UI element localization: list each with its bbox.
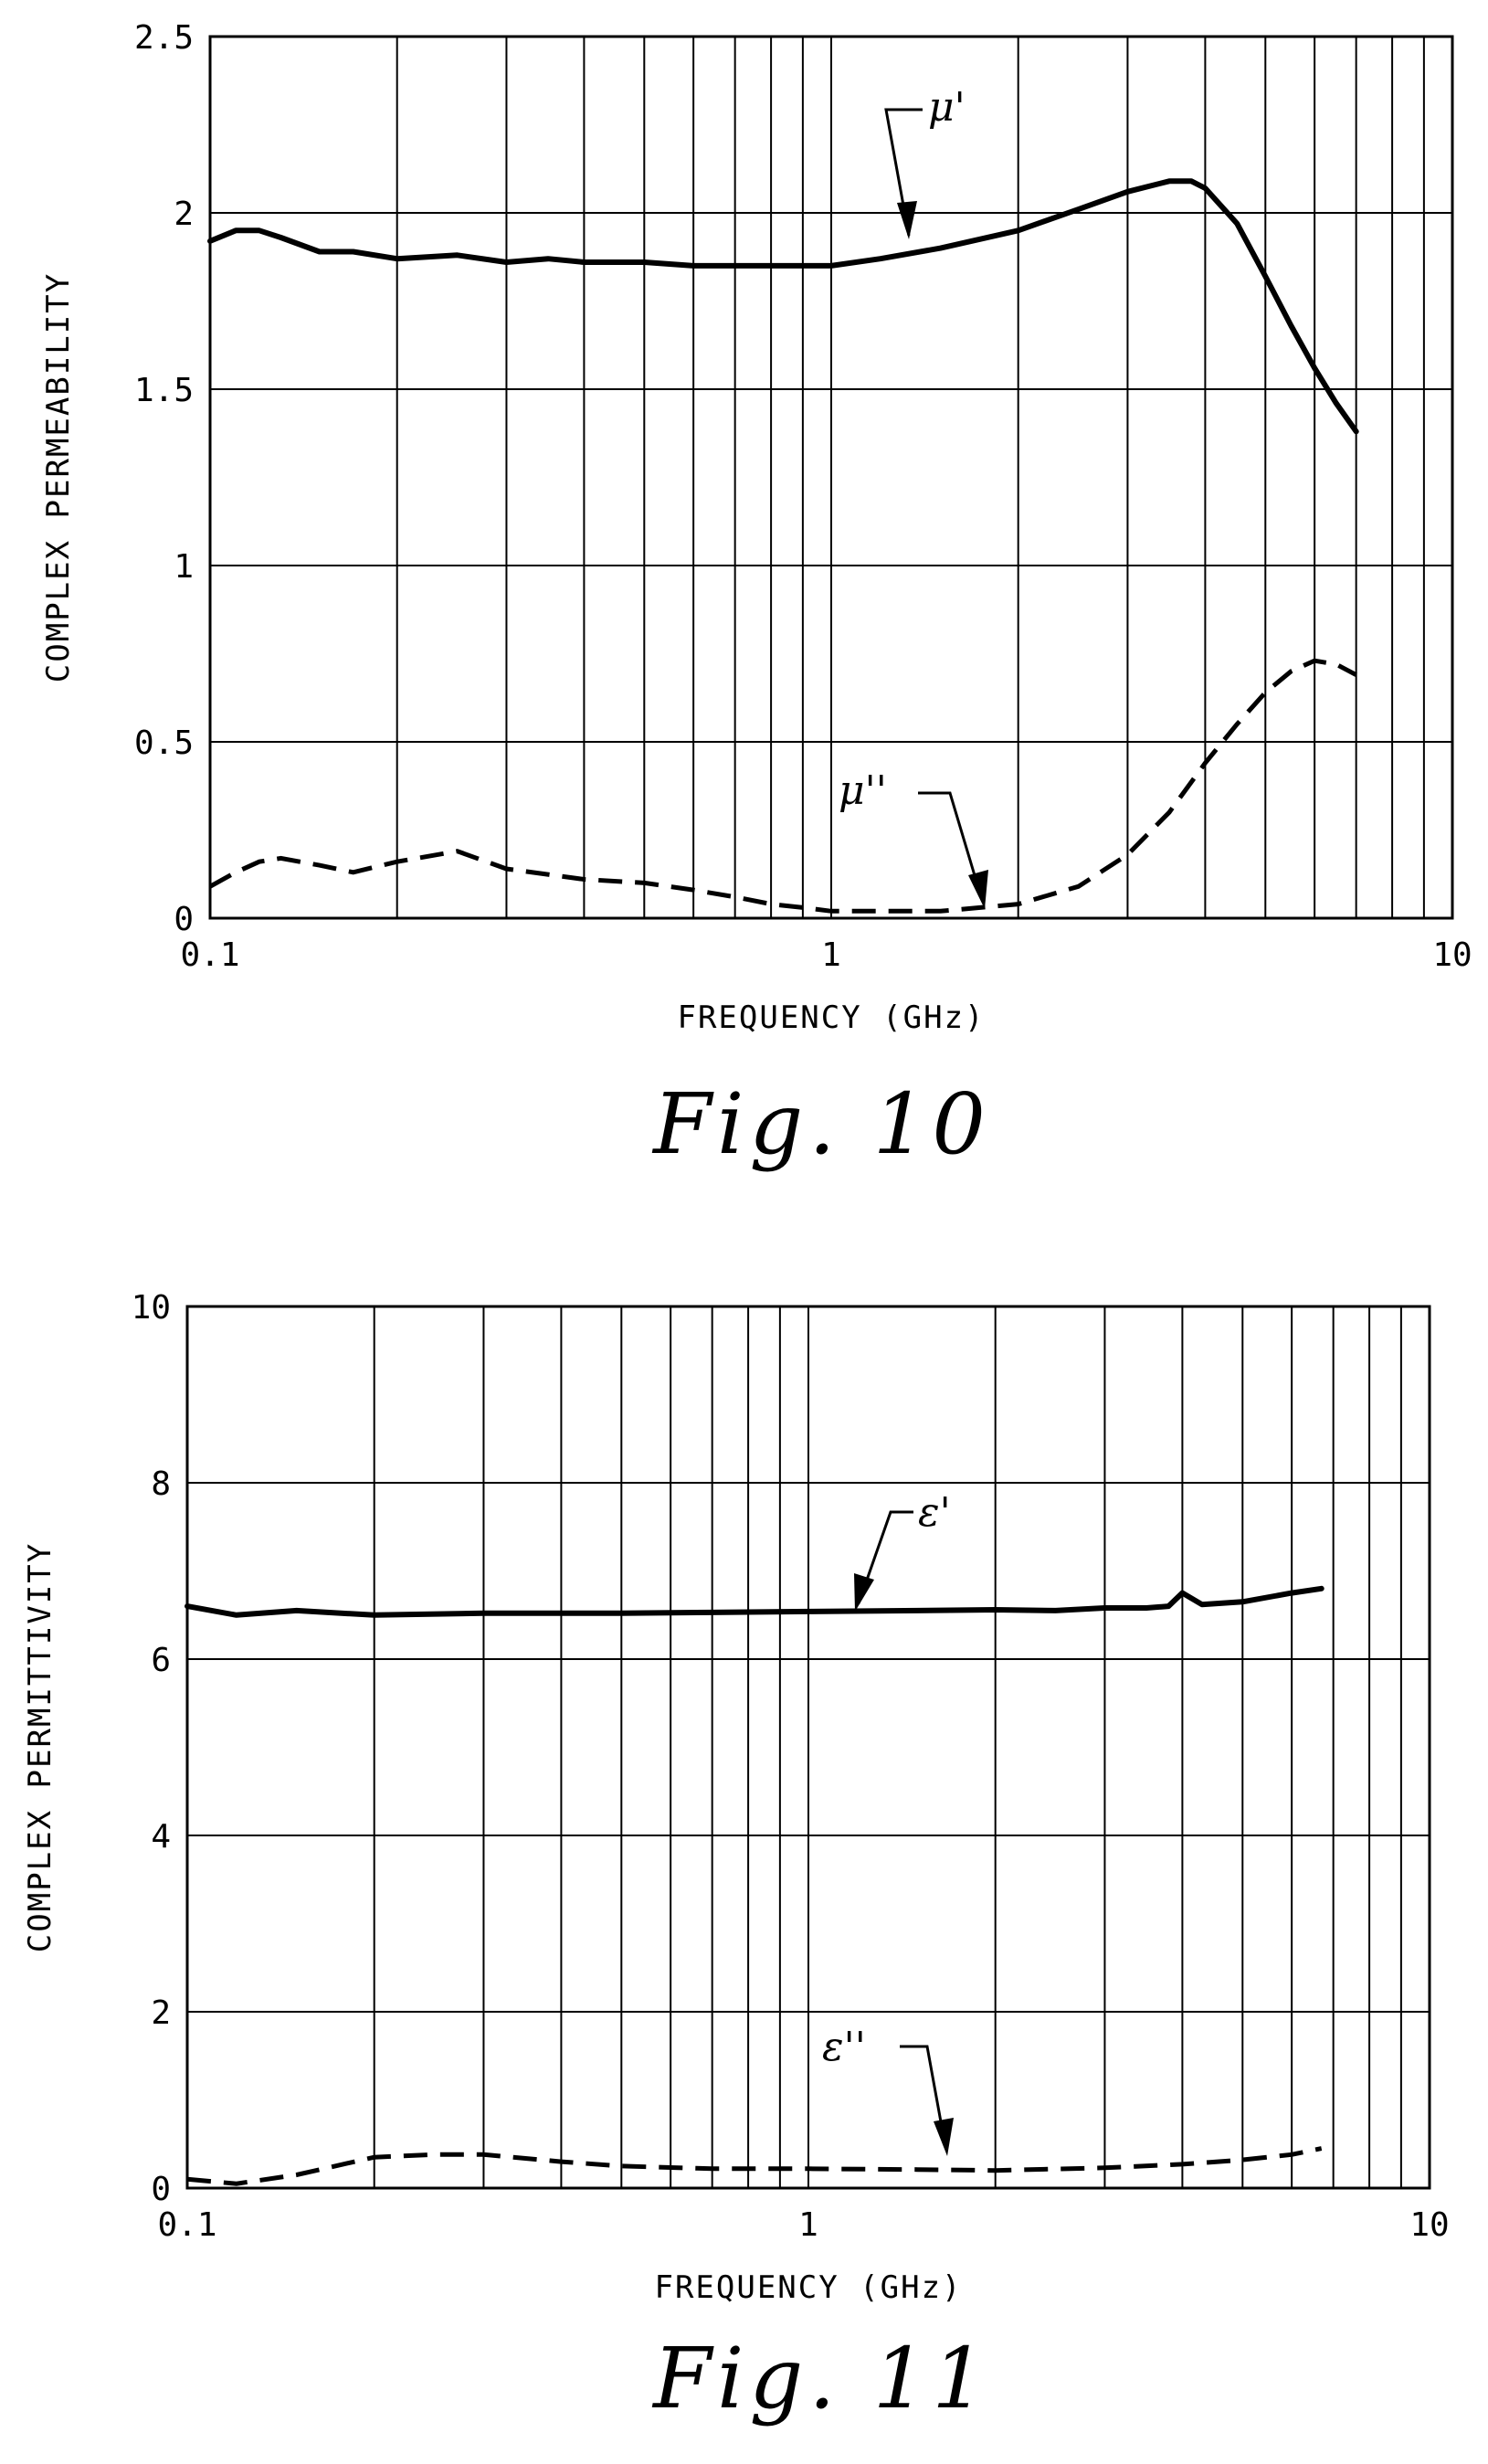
fig10-x-axis-title: FREQUENCY (GHz) xyxy=(677,999,985,1036)
fig11-x-tick-label: 1 xyxy=(798,2206,818,2244)
chart-fig-10: 0.1 1 10 0 0.5 1 1.5 2 2.5 FREQUENCY (GHz) COMPL… xyxy=(40,19,1472,1173)
fig10-grid xyxy=(210,36,1452,919)
fig11-y-tick-label: 4 xyxy=(151,1818,171,1856)
fig10-mu-double-prime-label: μ'' xyxy=(839,767,887,814)
fig11-epsilon-prime-label: ε' xyxy=(918,1489,951,1536)
fig11-y-tick-label: 2 xyxy=(151,1994,171,2032)
fig10-x-tick-label: 10 xyxy=(1432,936,1472,974)
fig11-y-tick-label: 8 xyxy=(151,1465,171,1503)
fig10-y-tick-label: 1.5 xyxy=(134,372,194,409)
fig11-x-tick-label: 0.1 xyxy=(157,2206,216,2244)
fig11-epsilon-double-prime-leader xyxy=(900,2045,947,2148)
fig11-series-real-line xyxy=(185,1585,1324,1618)
fig11-y-tick-label: 0 xyxy=(151,2171,171,2208)
fig11-x-tick-label: 10 xyxy=(1409,2206,1449,2244)
fig11-y-tick-label: 10 xyxy=(132,1289,171,1327)
fig11-x-axis-title: FREQUENCY (GHz) xyxy=(654,2269,962,2306)
fig10-x-tick-label: 0.1 xyxy=(180,936,239,974)
fig11-epsilon-double-prime-label: ε'' xyxy=(822,2024,866,2070)
fig10-y-tick-label: 1 xyxy=(174,548,194,586)
fig10-series-imaginary-line xyxy=(208,658,1357,914)
fig10-y-tick-label: 0.5 xyxy=(134,724,194,762)
fig11-y-axis-title: COMPLEX PERMITTIVITY xyxy=(22,1542,58,1952)
fig10-mu-double-prime-leader xyxy=(918,791,984,901)
fig10-y-tick-label: 2.5 xyxy=(134,19,194,57)
fig10-y-tick-label: 0 xyxy=(174,901,194,938)
fig11-epsilon-prime-leader xyxy=(857,1510,913,1604)
fig10-mu-prime-arrowhead xyxy=(897,201,917,239)
fig10-x-tick-label: 1 xyxy=(821,936,841,974)
fig10-mu-prime-leader xyxy=(884,108,923,237)
fig10-series xyxy=(207,178,1359,914)
fig10-mu-double-prime-arrowhead xyxy=(968,870,988,909)
fig11-caption: Fig. 11 xyxy=(651,2330,991,2427)
fig11-grid xyxy=(187,1306,1430,2189)
fig10-series-real-line xyxy=(207,178,1359,435)
fig10-caption: Fig. 10 xyxy=(651,1075,991,1173)
fig10-mu-prime-label: μ' xyxy=(928,84,966,131)
fig11-epsilon-double-prime-arrowhead xyxy=(934,2118,954,2156)
fig10-tick-labels: 0.1 1 10 0 0.5 1 1.5 2 2.5 xyxy=(134,19,1472,974)
fig10-y-axis-title: COMPLEX PERMEABILITY xyxy=(40,272,77,682)
fig11-plot-frame xyxy=(185,1305,1431,2190)
fig11-tick-labels: 0.1 1 10 0 2 4 6 8 10 xyxy=(132,1289,1450,2244)
fig11-epsilon-prime-arrowhead xyxy=(854,1573,874,1612)
fig11-series xyxy=(185,1585,1324,2186)
chart-fig-11: 0.1 1 10 0 2 4 6 8 10 FREQUENCY (GHz) COMPLEX PE… xyxy=(22,1289,1450,2427)
fig11-series-imaginary-line xyxy=(186,2146,1323,2186)
fig10-y-tick-label: 2 xyxy=(174,196,194,233)
fig10-plot-frame xyxy=(208,35,1454,920)
fig11-y-tick-label: 6 xyxy=(151,1642,171,1679)
